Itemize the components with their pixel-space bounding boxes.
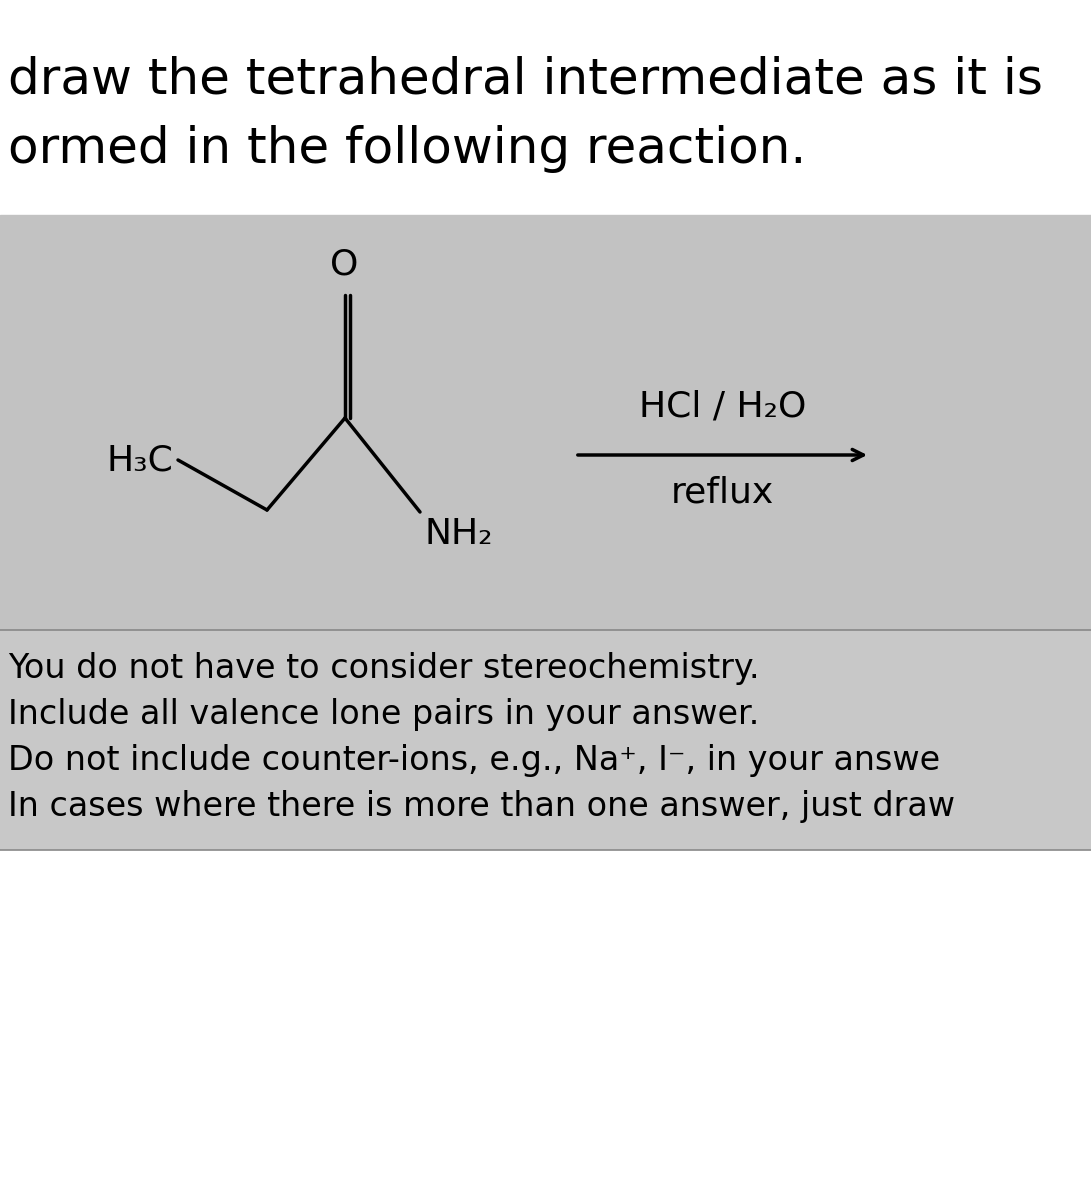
Bar: [0, 631, 1091, 851]
Bar: [0, 0, 1091, 215]
Text: O: O: [331, 247, 359, 282]
Text: You do not have to consider stereochemistry.: You do not have to consider stereochemis…: [8, 652, 759, 685]
Text: In cases where there is more than one answer, just draw: In cases where there is more than one an…: [8, 790, 955, 823]
Bar: [0, 215, 1091, 631]
Bar: [0, 851, 1091, 1183]
Text: ormed in the following reaction.: ormed in the following reaction.: [8, 125, 806, 173]
Text: NH₂: NH₂: [424, 517, 492, 551]
Text: HCl / H₂O: HCl / H₂O: [639, 389, 806, 424]
Text: Do not include counter-ions, e.g., Na⁺, I⁻, in your answe: Do not include counter-ions, e.g., Na⁺, …: [8, 744, 940, 777]
Text: draw the tetrahedral intermediate as it is: draw the tetrahedral intermediate as it …: [8, 54, 1043, 103]
Text: reflux: reflux: [671, 476, 775, 509]
Text: H₃C: H₃C: [106, 442, 173, 477]
Text: Include all valence lone pairs in your answer.: Include all valence lone pairs in your a…: [8, 698, 759, 731]
